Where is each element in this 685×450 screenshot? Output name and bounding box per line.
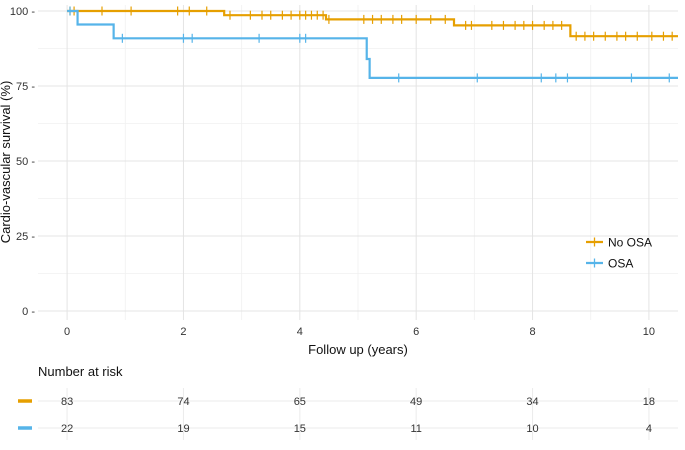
series-no-osa	[67, 6, 678, 41]
risk-count-osa: 10	[526, 423, 538, 435]
risk-count-no-osa: 83	[61, 396, 73, 408]
survival-curve-no-osa	[67, 9, 678, 38]
legend-label-no-osa: No OSA	[608, 236, 652, 250]
risk-count-osa: 19	[177, 423, 189, 435]
legend: No OSA OSA	[586, 236, 652, 271]
y-tick-label: 0 -	[22, 306, 35, 318]
series-osa	[67, 6, 678, 83]
survival-curve-osa	[67, 9, 678, 79]
legend-item-osa[interactable]: OSA	[586, 257, 633, 271]
y-tick-label: 25 -	[16, 231, 35, 243]
risk-count-osa: 11	[410, 423, 421, 435]
x-axis-title: Follow up (years)	[308, 342, 408, 357]
risk-count-no-osa: 34	[526, 396, 538, 408]
y-tick-label: 50 -	[16, 156, 35, 168]
y-axis-title: Cardio-vascular survival (%)	[0, 81, 13, 244]
x-tick-label: 8	[529, 326, 535, 338]
legend-item-no-osa[interactable]: No OSA	[586, 236, 652, 250]
risk-count-osa: 4	[646, 423, 652, 435]
risk-table-title: Number at risk	[38, 364, 123, 379]
x-tick-label: 0	[64, 326, 70, 338]
x-tick-label: 6	[413, 326, 419, 338]
y-tick-label: 100 -	[10, 6, 35, 18]
axis-layer: 0 - 25 - 50 - 75 - 100 - 0 2 4 6 8 10	[10, 6, 655, 338]
risk-count-no-osa: 65	[294, 396, 306, 408]
x-tick-label: 2	[180, 326, 186, 338]
x-tick-label: 10	[643, 326, 655, 338]
series-layer	[67, 6, 678, 83]
risk-count-no-osa: 74	[177, 396, 189, 408]
legend-label-osa: OSA	[608, 257, 633, 271]
risk-table: Number at risk 83 74 65 49 34 18 22 19 15 11 10 4	[18, 364, 678, 440]
plot-grid	[38, 5, 678, 320]
y-tick-label: 75 -	[16, 81, 35, 93]
risk-table-rows: 83 74 65 49 34 18 22 19 15 11 10 4	[18, 396, 655, 435]
risk-table-grid	[38, 388, 678, 440]
risk-count-no-osa: 49	[410, 396, 422, 408]
x-tick-label: 4	[297, 326, 303, 338]
risk-count-no-osa: 18	[643, 396, 655, 408]
risk-count-osa: 22	[61, 423, 73, 435]
risk-count-osa: 15	[294, 423, 306, 435]
